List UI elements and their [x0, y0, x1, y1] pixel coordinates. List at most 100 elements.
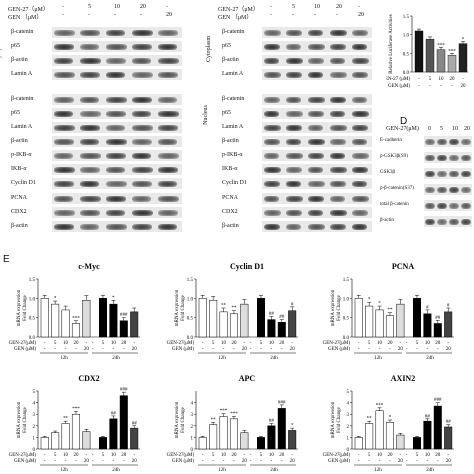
e-sig: ** [211, 418, 217, 423]
blot-band [54, 224, 74, 230]
blot-band [352, 196, 369, 202]
blot-band [158, 97, 177, 103]
e-row1-value: - [86, 341, 88, 346]
luc-bar [414, 30, 424, 73]
e-group-label: 12h [218, 468, 226, 473]
e-bar [209, 424, 218, 450]
e-row2-value: 20 [242, 347, 248, 352]
e-row1-value: 20 [121, 453, 127, 458]
e-bar [219, 311, 228, 338]
e-bar [267, 425, 276, 450]
e-tick-label: 0.5 [187, 317, 194, 322]
e-row1-value: 5 [212, 341, 215, 346]
e-row2-value: - [202, 459, 204, 464]
e-row1-value: 10 [377, 341, 383, 346]
luc-row1-value: - [418, 77, 420, 82]
blot-band [352, 72, 368, 78]
blot-band [264, 58, 279, 64]
blot-header-value: 20 [358, 12, 364, 18]
e-chart-title: Cyclin D1 [230, 262, 264, 271]
luc-bar [458, 43, 468, 73]
blot-row-label: PCNA [11, 195, 28, 201]
e-sig: ## [425, 414, 431, 419]
e-group-label: 12h [218, 356, 226, 361]
blot-strip [262, 150, 372, 161]
e-row1-value: 10 [221, 341, 227, 346]
e-tick-label: 5 [347, 390, 350, 395]
blot-band [286, 210, 302, 216]
blot-strip [262, 27, 372, 38]
luc-sig: *** [448, 49, 456, 54]
blot-band [425, 139, 435, 145]
blot-header-label: GEN （μM） [8, 15, 43, 21]
e-group-label: 12h [374, 468, 382, 473]
blot-section-cytoplasm: Cytoplasm [0, 35, 3, 63]
e-row1-value: 10 [377, 453, 383, 458]
e-row2-value: - [44, 459, 46, 464]
e-row1-value: - [44, 453, 46, 458]
blot-band [437, 139, 447, 145]
blot-band [264, 139, 280, 145]
blot-band [352, 181, 367, 187]
e-row1-value: - [133, 341, 135, 346]
blot-band [54, 111, 73, 117]
blot-band [158, 139, 177, 145]
e-sig: *** [376, 403, 384, 408]
e-row2-value: - [281, 459, 283, 464]
e-row2-value: - [427, 459, 429, 464]
blot-band [106, 139, 127, 145]
e-tick-label: 3 [347, 413, 350, 418]
blot-band [80, 125, 100, 131]
e-bar [109, 303, 118, 338]
blot-header-value: - [114, 12, 116, 18]
e-bar [277, 408, 286, 450]
e-sig: * [389, 416, 392, 421]
e-sig: * [378, 302, 381, 307]
e-sig: ## [269, 312, 275, 317]
blot-band [80, 210, 100, 216]
e-row2-value: 20 [446, 347, 452, 352]
e-row2-value: - [92, 459, 94, 464]
blot-band [449, 171, 459, 177]
blot-band [132, 111, 151, 117]
e-row2-value: - [437, 459, 439, 464]
e-row1-value: 5 [54, 341, 57, 346]
blot-row-label: β-actin [11, 57, 28, 63]
blot-row-label: β-actin [222, 223, 239, 229]
blot-band [308, 44, 325, 50]
e-ylabel: Fold Change [337, 294, 342, 320]
panel-d-strip [424, 184, 472, 195]
blot-row-label: IKB-α [222, 166, 238, 172]
blot-band [54, 167, 75, 173]
luc-bar [436, 49, 446, 73]
e-row1-value: - [291, 341, 293, 346]
e-row1-value: 10 [425, 453, 431, 458]
blot-band [352, 111, 369, 117]
e-row1-value: - [400, 341, 402, 346]
e-bar [412, 437, 421, 450]
panel-d-header-label: GEN-27(μM) [386, 126, 419, 132]
e-row1-label: GEN-27(μM) [167, 341, 195, 346]
blot-band [80, 30, 100, 36]
e-chart-cdx2: CDX2 0 1 2 3 4 5 mRNA expression Fold Change ****… [9, 374, 140, 473]
blot-band [106, 210, 125, 216]
blot-band [330, 125, 347, 131]
panel-d-row-label: β-actin [380, 218, 394, 223]
e-chart-title: AXIN2 [391, 374, 415, 383]
e-row1-value: 10 [269, 341, 275, 346]
luc-row1-value: 10 [439, 77, 445, 82]
blot-band [80, 181, 99, 187]
panel-d-row-label: total β-catenin [380, 202, 409, 207]
e-tick-label: 1.5 [187, 278, 194, 283]
blot-band [80, 167, 100, 173]
blot-strip [262, 136, 372, 147]
e-sig: # [426, 305, 429, 310]
blot-strip [262, 55, 372, 66]
e-row1-value: 5 [102, 453, 105, 458]
blot-header-value: - [336, 12, 338, 18]
e-row2-value: - [75, 347, 77, 352]
e-row2-value: - [389, 347, 391, 352]
e-tick-label: 1.5 [343, 278, 350, 283]
blot-band [132, 167, 153, 173]
